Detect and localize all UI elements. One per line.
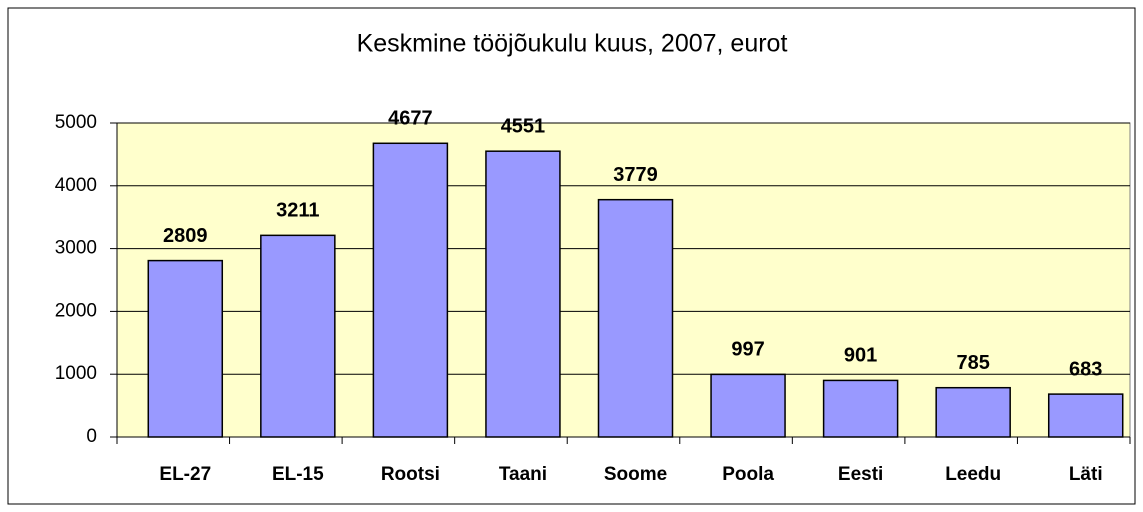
x-tick-label: Taani [499, 464, 547, 485]
x-tick-label: Soome [604, 464, 667, 485]
data-label: 901 [844, 345, 877, 367]
x-tick-label: Eesti [838, 464, 883, 485]
y-tick-label: 5000 [55, 112, 97, 133]
data-label: 4551 [501, 115, 546, 137]
y-tick-label: 3000 [55, 238, 97, 259]
bar [710, 373, 786, 438]
bar [372, 142, 449, 438]
bar [597, 198, 674, 438]
bar [822, 379, 899, 438]
bar [485, 150, 561, 438]
data-label: 3211 [276, 200, 319, 222]
y-tick-label: 1000 [55, 363, 97, 384]
y-tick-label: 4000 [55, 175, 97, 196]
bar [260, 234, 336, 438]
chart-title: Keskmine tööjõukulu kuus, 2007, eurot [357, 30, 788, 58]
data-label: 683 [1069, 358, 1102, 380]
y-tick-label: 2000 [55, 300, 97, 321]
bar [147, 259, 224, 438]
x-tick-label: Läti [1069, 464, 1103, 485]
data-label: 4677 [388, 108, 433, 130]
x-tick-label: EL-15 [272, 464, 324, 485]
x-tick-label: Leedu [945, 464, 1001, 485]
y-tick-label: 0 [86, 426, 97, 447]
bar [1047, 393, 1124, 438]
bar [935, 386, 1011, 438]
data-label: 2809 [163, 225, 208, 247]
x-tick-label: Poola [722, 464, 774, 485]
x-tick-label: EL-27 [159, 464, 211, 485]
data-label: 997 [731, 339, 764, 361]
x-tick-label: Rootsi [381, 464, 440, 485]
data-label: 3779 [613, 164, 658, 186]
data-label: 785 [956, 352, 989, 374]
